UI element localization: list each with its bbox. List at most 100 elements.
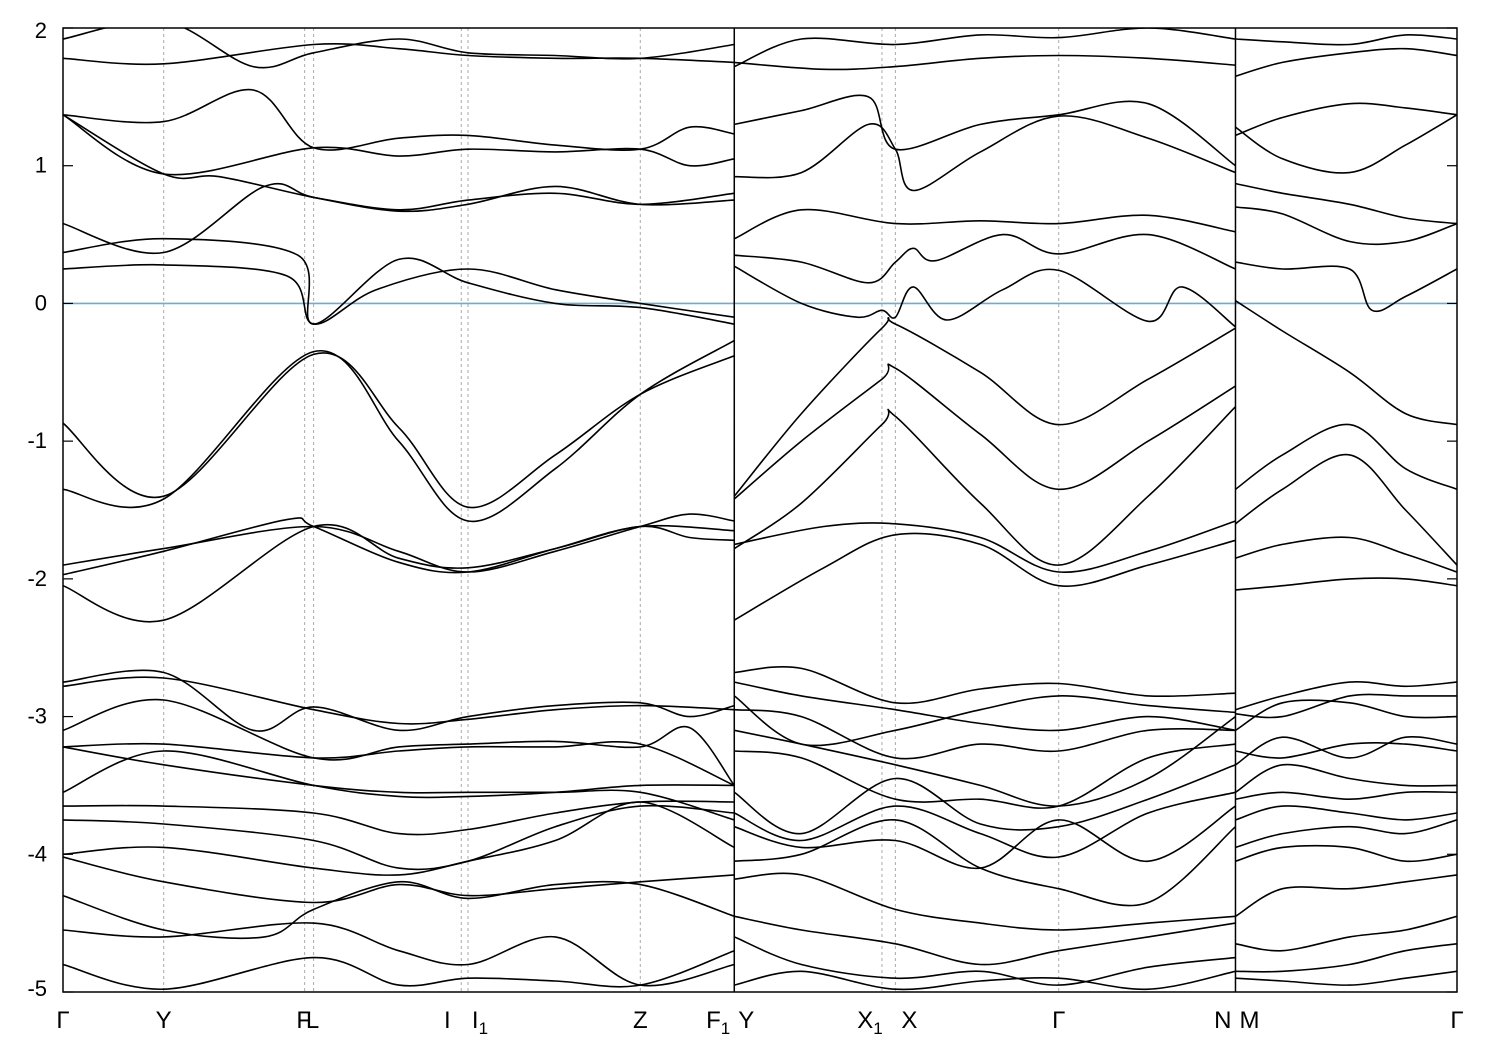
- band-line-0-6: [63, 237, 735, 325]
- band-line-0-13: [63, 669, 735, 732]
- band-line-1-22: [734, 872, 1236, 931]
- band-line-2-23: [1235, 915, 1457, 952]
- kpoint-label-5: I1: [472, 1007, 488, 1038]
- band-line-0-9: [63, 88, 735, 151]
- y-tick-label: -3: [27, 704, 47, 729]
- band-line-2-0: [1235, 300, 1457, 426]
- band-line-2-24: [1235, 943, 1457, 973]
- band-line-0-17: [63, 746, 735, 821]
- kpoint-label-13: M: [1239, 1007, 1259, 1034]
- band-line-0-21: [63, 801, 735, 876]
- band-line-1-10: [733, 28, 1236, 68]
- band-line-2-17: [1235, 763, 1457, 793]
- kpoint-label-2: F: [296, 1007, 311, 1034]
- kpoint-label-12: N: [1214, 1007, 1231, 1034]
- band-line-1-25: [734, 970, 1236, 991]
- band-line-2-2: [1235, 453, 1457, 566]
- band-line-1-8: [734, 115, 1236, 192]
- kpoint-label-4: I: [444, 1007, 451, 1034]
- band-line-2-14: [1235, 699, 1457, 731]
- band-line-1-19: [733, 791, 1236, 859]
- band-line-0-24: [63, 922, 735, 987]
- band-line-1-2: [733, 406, 1237, 566]
- band-line-2-13: [1235, 693, 1457, 719]
- band-line-2-5: [1235, 261, 1457, 313]
- band-line-0-10: [63, 114, 735, 176]
- band-line-2-16: [1235, 735, 1457, 766]
- band-line-2-20: [1235, 819, 1457, 849]
- band-line-0-12: [63, 28, 735, 69]
- y-tick-label: 0: [35, 290, 47, 315]
- kpoint-label-6: Z: [633, 1007, 648, 1034]
- band-line-2-15: [1235, 741, 1457, 759]
- band-line-2-25: [1235, 970, 1457, 986]
- band-line-2-19: [1235, 805, 1457, 821]
- band-line-0-0: [63, 352, 735, 509]
- band-line-2-8: [1235, 114, 1457, 174]
- band-line-2-9: [1235, 102, 1457, 137]
- band-line-1-23: [734, 915, 1236, 966]
- segment-dividers: [733, 28, 1237, 992]
- band-line-0-1: [63, 339, 735, 523]
- y-tick-label: -1: [27, 428, 47, 453]
- band-line-0-14: [63, 676, 735, 725]
- band-line-1-24: [733, 936, 1236, 986]
- y-tick-label: -4: [27, 841, 47, 866]
- band-line-0-3: [63, 523, 735, 623]
- y-axis: -5 -4 -3 -2 -1 0 1 2: [27, 18, 1457, 1001]
- band-line-1-6: [734, 233, 1236, 284]
- band-line-2-21: [1235, 844, 1457, 863]
- band-line-1-16: [734, 715, 1236, 807]
- band-line-0-7: [63, 182, 735, 255]
- band-line-0-4: [63, 517, 735, 576]
- band-line-1-15: [734, 708, 1236, 760]
- band-line-2-10: [1235, 47, 1457, 77]
- y-tick-label: 2: [35, 18, 47, 43]
- band-line-1-3: [734, 520, 1236, 574]
- kpoint-label-9: X1: [857, 1007, 882, 1038]
- kpoint-label-8: Y: [738, 1007, 754, 1034]
- x-axis: Γ Y FL I I1 Z F1 Y X1 X Γ N M Γ: [56, 1007, 1463, 1038]
- band-line-1-18: [733, 764, 1236, 835]
- band-line-1-1: [733, 363, 1236, 500]
- band-line-1-9: [734, 94, 1236, 167]
- kpoint-label-7: F1: [706, 1007, 730, 1038]
- band-line-1-21: [734, 819, 1237, 907]
- band-line-0-15: [63, 698, 735, 786]
- band-line-0-5: [63, 263, 735, 325]
- band-line-2-3: [1235, 536, 1457, 573]
- y-tick-label: 1: [35, 153, 47, 178]
- band-line-2-4: [1235, 577, 1457, 591]
- band-line-1-14: [733, 695, 1236, 747]
- band-line-0-2: [63, 513, 735, 573]
- band-line-1-20: [734, 805, 1236, 870]
- y-tick-label: -5: [27, 976, 47, 1001]
- band-line-1-0: [733, 316, 1236, 497]
- kpoint-label-11: Γ: [1052, 1007, 1065, 1034]
- band-line-0-23: [63, 880, 735, 940]
- band-line-2-6: [1235, 206, 1457, 246]
- band-line-1-7: [733, 208, 1236, 240]
- plot-frame: [62, 27, 1458, 993]
- kpoint-label-0: Γ: [56, 1007, 69, 1034]
- band-line-2-12: [1235, 681, 1457, 711]
- band-line-0-18: [63, 750, 735, 799]
- band-line-0-8: [63, 114, 735, 213]
- kpoint-label-14: Γ: [1450, 1007, 1463, 1034]
- band-line-1-12: [734, 665, 1236, 705]
- band-line-1-4: [733, 532, 1236, 621]
- kpoint-label-1: Y: [156, 1007, 172, 1034]
- band-line-1-11: [734, 54, 1236, 71]
- band-line-0-16: [63, 740, 735, 787]
- kpoint-label-10: X: [901, 1007, 917, 1034]
- band-line-1-5: [733, 265, 1236, 328]
- band-line-2-22: [1235, 874, 1457, 917]
- band-line-2-1: [1235, 423, 1457, 491]
- band-line-1-13: [734, 681, 1236, 732]
- band-line-2-18: [1235, 791, 1457, 801]
- kpoint-gridlines: [163, 28, 1236, 992]
- band-line-1-17: [734, 743, 1236, 809]
- band-line-2-7: [1235, 182, 1457, 225]
- band-line-2-11: [1235, 33, 1457, 46]
